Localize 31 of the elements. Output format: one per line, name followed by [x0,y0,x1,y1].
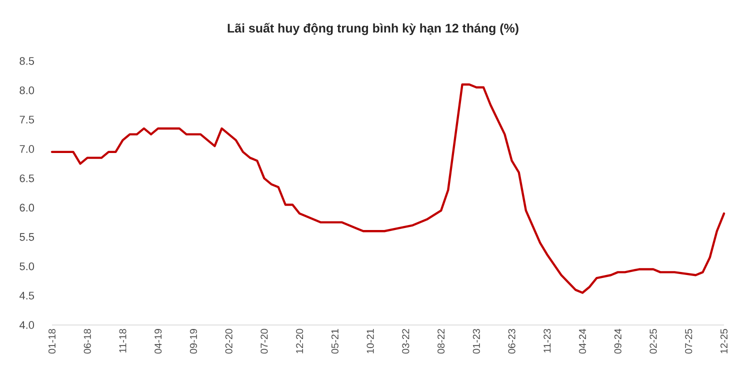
y-tick-label: 4.5 [19,292,34,300]
x-tick-label: 02-20 [225,328,232,354]
x-tick-label: 04-24 [578,328,586,354]
x-tick-label: 12-25 [720,328,728,354]
x-tick-label: 04-19 [154,328,162,354]
x-tick-label: 01-18 [48,328,56,354]
y-tick-label: 5.0 [20,262,34,270]
x-tick-label: 02-25 [650,328,657,354]
y-tick-label: 4.0 [19,321,34,329]
x-tick-label: 10-21 [366,329,374,354]
chart-title: Lãi suất huy động trung bình kỳ hạn 12 tháng (%) [228,22,518,36]
x-tick-label: 11-23 [544,328,551,352]
x-tick-label: 06-18 [84,328,91,354]
x-tick-label: 07-20 [260,328,268,354]
y-tick-label: 5.5 [20,233,34,241]
x-tick-label: 09-19 [190,328,197,354]
y-tick-label: 6.0 [20,204,34,212]
x-tick-label: 06-23 [508,328,516,354]
x-tick-label: 07-25 [685,328,692,354]
y-tick-label: 6.5 [20,174,34,182]
x-tick-label: 11-18 [119,328,126,352]
x-tick-label: 08-22 [438,329,445,354]
x-tick-label: 05-21 [331,329,338,354]
y-tick-label: 8.5 [20,57,34,65]
y-tick-label: 7.5 [20,116,34,124]
x-tick-label: 09-24 [614,328,622,354]
x-tick-label: 12-20 [296,328,304,354]
x-tick-label: 03-22 [402,329,410,354]
y-tick-label: 8.0 [20,86,34,94]
y-tick-label: 7.0 [20,145,34,153]
x-tick-label: 01-23 [472,328,480,354]
